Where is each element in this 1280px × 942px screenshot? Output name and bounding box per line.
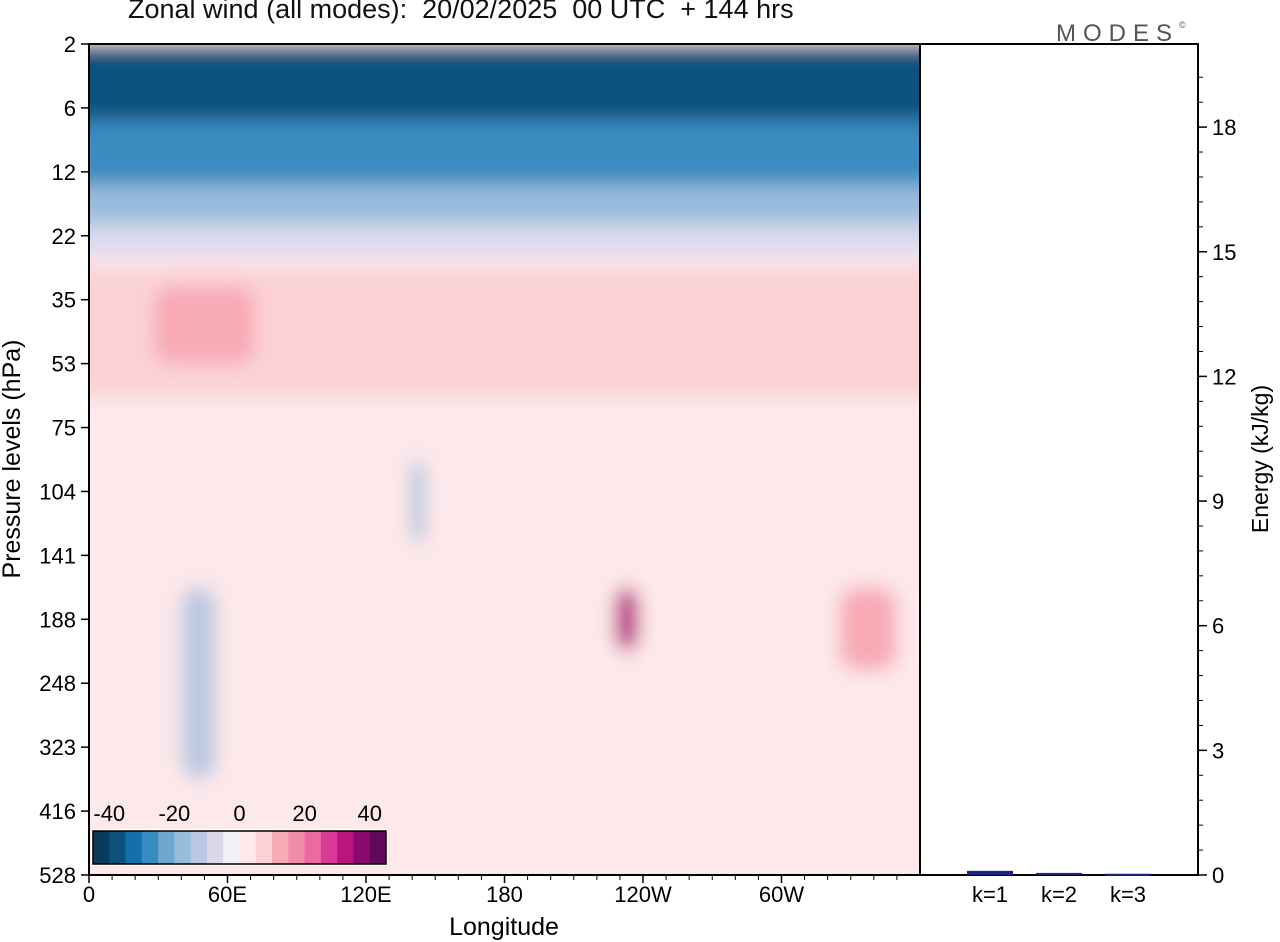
x-axis-label: Longitude	[449, 913, 559, 941]
colorbar-tick-label: -20	[158, 801, 190, 826]
colorbar-swatch	[125, 831, 143, 864]
colorbar-swatch	[337, 831, 354, 864]
energy-tick-label: 3	[1212, 738, 1224, 763]
x-tick-label: 120W	[614, 882, 672, 907]
colorbar-swatch	[206, 831, 224, 864]
colorbar-swatch	[288, 831, 306, 864]
colorbar-swatch	[141, 831, 159, 864]
heatmap-region-3	[89, 222, 920, 255]
heatmap-region-1	[89, 120, 920, 185]
energy-category-label: k=2	[1041, 882, 1077, 907]
energy-tick-label: 6	[1212, 614, 1224, 639]
energy-tick-label: 12	[1212, 364, 1236, 389]
y-tick-label: 2	[64, 32, 76, 57]
colorbar-swatch	[174, 831, 192, 864]
x-tick-label: 60W	[759, 882, 804, 907]
x-tick-label: 0	[83, 882, 95, 907]
energy-bar-panel: 0 3 6 9 12 15 18 k=1 k=2 k=3	[919, 43, 1236, 907]
colorbar-swatch	[255, 831, 273, 864]
y-tick-label: 528	[39, 863, 76, 888]
x-tick-label: 180	[486, 882, 523, 907]
energy-bar	[1105, 873, 1151, 876]
y-tick-label: 35	[52, 288, 76, 313]
colorbar-swatch	[239, 831, 257, 864]
y-axis-label: Pressure levels (hPa)	[0, 340, 26, 579]
y-tick-label: 141	[39, 543, 76, 568]
colorbar-swatch	[353, 831, 371, 864]
colorbar-swatch	[369, 831, 387, 864]
energy-frame	[919, 43, 1199, 876]
heatmap-region-7	[412, 459, 424, 543]
y-tick-label: 416	[39, 799, 76, 824]
colorbar-swatch	[223, 831, 240, 864]
y-tick-label: 53	[52, 352, 76, 377]
energy-category-label: k=1	[972, 882, 1008, 907]
energy-bar	[967, 870, 1013, 875]
heatmap-area	[89, 44, 920, 875]
colorbar-tick-label: 20	[292, 801, 316, 826]
heatmap-axes: 2 6 12 22 35 53 75 104 141 188 248 323 416 528 0 60E 120…	[39, 32, 921, 907]
y-tick-label: 22	[52, 224, 76, 249]
y-tick-label: 248	[39, 671, 76, 696]
heatmap-region-9	[615, 587, 639, 652]
energy-axis-label: Energy (kJ/kg)	[1247, 385, 1273, 533]
x-tick-label: 60E	[208, 882, 247, 907]
chart-title: Zonal wind (all modes): 20/02/2025 00 UT…	[128, 0, 794, 24]
colorbar-tick-label: 40	[357, 801, 381, 826]
x-tick-label: 120E	[340, 882, 391, 907]
heatmap-region-5	[153, 286, 256, 364]
brand-logo-text: MODES	[1056, 20, 1180, 47]
energy-bar	[1036, 872, 1082, 875]
brand-logo: MODES©	[1056, 20, 1186, 48]
colorbar-tick-label: 0	[233, 801, 245, 826]
y-tick-label: 323	[39, 735, 76, 760]
energy-category-label: k=3	[1110, 882, 1146, 907]
brand-logo-mark: ©	[1179, 20, 1186, 30]
colorbar-swatch	[190, 831, 208, 864]
colorbar-swatch	[304, 831, 322, 864]
heatmap-region-8	[181, 587, 216, 780]
colorbar-frame	[92, 830, 387, 865]
colorbar-tick-label: -40	[93, 801, 125, 826]
colorbar-swatch	[93, 831, 110, 864]
heatmap-region-0	[89, 44, 920, 121]
heatmap-region-6	[643, 299, 920, 364]
y-tick-label: 75	[52, 416, 76, 441]
heatmap-region-10	[839, 587, 897, 671]
energy-tick-label: 15	[1212, 240, 1236, 265]
colorbar-swatch	[158, 831, 175, 864]
y-tick-label: 188	[39, 607, 76, 632]
energy-tick-label: 0	[1212, 863, 1224, 888]
energy-tick-label: 18	[1212, 115, 1236, 140]
y-tick-label: 12	[52, 160, 76, 185]
heatmap-region-2	[89, 184, 920, 223]
energy-tick-label: 9	[1212, 489, 1224, 514]
y-tick-label: 104	[39, 479, 76, 504]
colorbar: -40 -20 0 20 40	[91, 801, 388, 866]
y-tick-label: 6	[64, 96, 76, 121]
colorbar-swatch	[272, 831, 289, 864]
colorbar-swatch	[109, 831, 127, 864]
colorbar-swatch	[320, 831, 338, 864]
